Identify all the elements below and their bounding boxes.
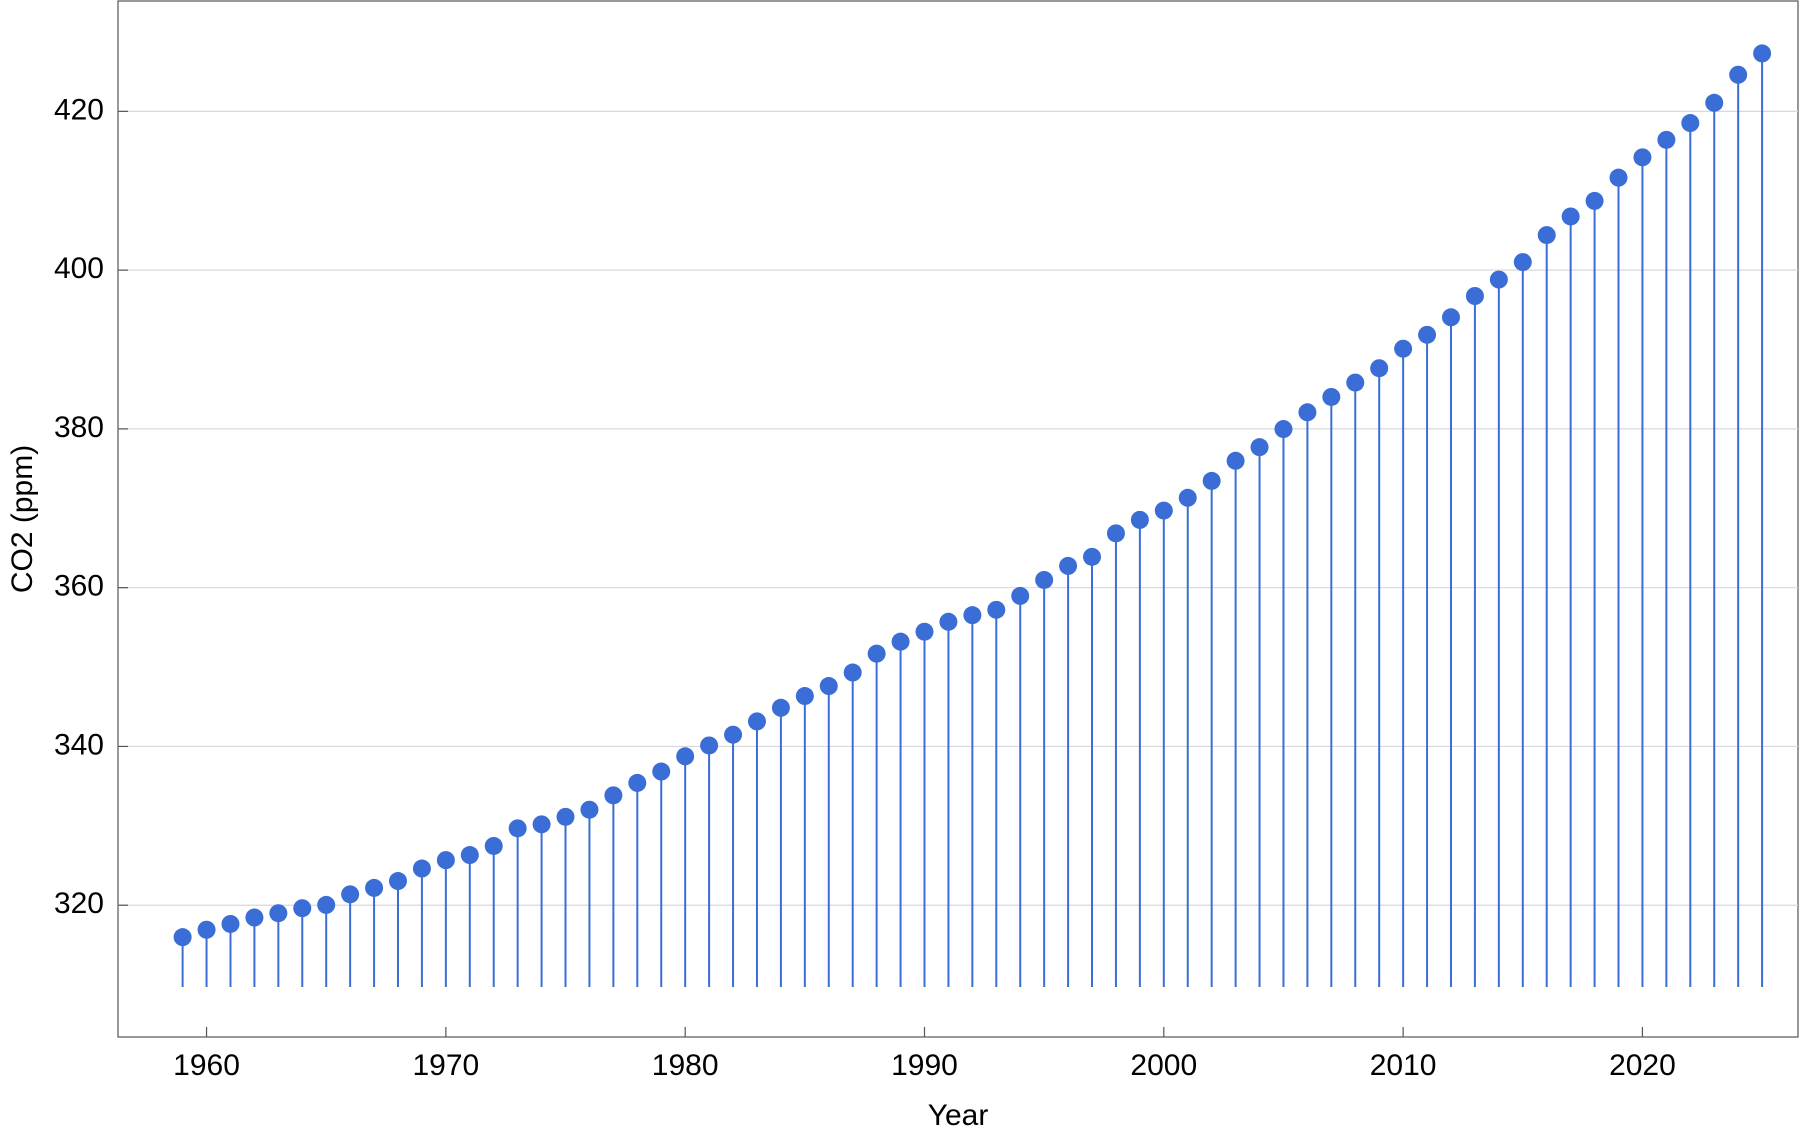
stem-marker [1035, 570, 1054, 589]
stem-marker [819, 677, 838, 696]
x-tick-label: 1980 [652, 1049, 719, 1082]
stem-marker [1250, 438, 1269, 457]
stem-marker [1609, 168, 1628, 187]
x-tick-label: 2020 [1609, 1049, 1676, 1082]
stem-marker [1202, 471, 1221, 490]
stem-marker [724, 725, 743, 744]
y-tick-label: 400 [54, 252, 104, 285]
stem-marker [604, 786, 623, 805]
stem-marker [747, 712, 766, 731]
x-tick-label: 2010 [1370, 1049, 1437, 1082]
stem-marker [580, 800, 599, 819]
y-tick-label: 380 [54, 411, 104, 444]
stem-marker [1418, 325, 1437, 344]
stem-marker [1298, 403, 1317, 422]
stem-marker [1394, 339, 1413, 358]
stem-marker [1178, 488, 1197, 507]
stem-marker [1370, 359, 1389, 378]
stem-marker [1226, 451, 1245, 470]
stem-marker [843, 663, 862, 682]
stem-marker [676, 747, 695, 766]
stem-marker [293, 899, 312, 918]
stem-marker [1705, 93, 1724, 112]
stem-marker [771, 698, 790, 717]
stem-marker [891, 632, 910, 651]
stem-marker [1322, 387, 1341, 406]
y-axis-label: CO2 (ppm) [6, 445, 39, 593]
y-tick-label: 340 [54, 728, 104, 761]
stem-marker [1465, 287, 1484, 306]
x-tick-label: 1960 [173, 1049, 240, 1082]
stem-marker [1130, 510, 1149, 529]
stem-marker [508, 819, 527, 838]
stem-marker [1513, 253, 1532, 272]
stem-marker [652, 762, 671, 781]
stem-marker [197, 920, 216, 939]
stem-marker [317, 895, 336, 914]
stem-marker [1106, 524, 1125, 543]
stem-marker [700, 736, 719, 755]
stem-marker [484, 836, 503, 855]
stem-marker [963, 606, 982, 625]
stem-marker [1681, 114, 1700, 133]
stem-marker [795, 687, 814, 706]
plot-frame [117, 0, 1799, 1038]
stem-marker [341, 885, 360, 904]
stem-marker [1489, 270, 1508, 289]
stem-marker [1274, 420, 1293, 439]
stem-marker [365, 878, 384, 897]
x-tick-label: 1970 [412, 1049, 479, 1082]
stem-marker [987, 600, 1006, 619]
stem-marker [436, 851, 455, 870]
stem-marker [245, 908, 264, 927]
stem-marker [1011, 586, 1030, 605]
stem-marker [1657, 130, 1676, 149]
stem-marker [460, 846, 479, 865]
stem-marker [1537, 226, 1556, 245]
x-axis-label: Year [928, 1099, 989, 1132]
stem-marker [915, 622, 934, 641]
stem-marker [1753, 44, 1772, 63]
stem-marker [173, 928, 192, 947]
stem-marker [1729, 65, 1748, 84]
stem-marker [1059, 556, 1078, 575]
y-tick-label: 320 [54, 887, 104, 920]
stem-marker [1441, 308, 1460, 327]
stem-marker [1585, 191, 1604, 210]
y-tick-label: 420 [54, 93, 104, 126]
x-tick-label: 2000 [1130, 1049, 1197, 1082]
stem-marker [867, 644, 886, 663]
stem-marker [1633, 148, 1652, 167]
stem-marker [556, 807, 575, 826]
stem-marker [1154, 501, 1173, 520]
stem-marker [628, 773, 647, 792]
stem-marker [532, 815, 551, 834]
stem-marker [389, 872, 407, 891]
y-tick-label: 360 [54, 570, 104, 603]
stem-marker [269, 904, 288, 923]
stem-marker [939, 612, 958, 631]
stem-marker [1083, 547, 1102, 566]
stem-marker [1561, 207, 1580, 226]
x-tick-label: 1990 [891, 1049, 958, 1082]
stem-marker [412, 859, 431, 878]
stem-marker [221, 914, 240, 933]
stem-marker [1346, 373, 1365, 392]
